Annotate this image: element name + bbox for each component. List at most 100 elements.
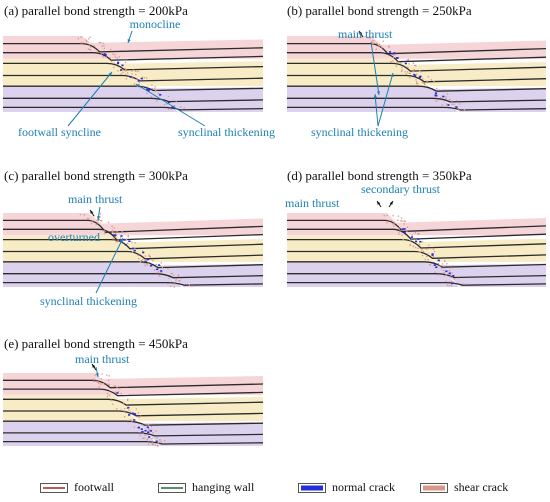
- shear-crack-mark: [420, 71, 422, 73]
- rock-layer: [430, 87, 546, 112]
- shear-crack-mark: [143, 77, 146, 79]
- shear-crack-mark: [97, 219, 99, 222]
- normal-crack-mark: [148, 88, 151, 90]
- shear-crack-mark: [125, 73, 127, 76]
- shear-crack-mark: [445, 273, 447, 276]
- shear-crack-mark: [401, 234, 403, 236]
- shear-crack-mark: [133, 83, 136, 85]
- shear-crack-mark: [438, 274, 440, 276]
- hanging-wall-line-icon: [158, 483, 186, 494]
- shear-crack-mark: [439, 97, 442, 99]
- shear-crack-mark: [450, 274, 452, 276]
- normal-crack-mark: [149, 430, 152, 432]
- shear-crack-mark: [451, 100, 453, 102]
- shear-crack-mark: [425, 248, 428, 250]
- annotation-footwall-syncline: footwall syncline: [18, 125, 101, 139]
- shear-crack-mark: [152, 432, 154, 434]
- panel-title: (c) parallel bond strength = 300kPa: [4, 168, 188, 183]
- normal-crack-mark: [442, 95, 445, 98]
- shear-crack-mark: [422, 82, 424, 84]
- bedding-line: [287, 273, 547, 279]
- shear-crack-mark: [148, 424, 150, 426]
- normal-crack-mark: [116, 62, 120, 65]
- shear-crack-mark: [106, 395, 109, 398]
- shear-crack-mark: [96, 50, 98, 52]
- shear-crack-mark: [99, 220, 102, 222]
- shear-crack-mark: [125, 78, 128, 80]
- normal-crack-mark: [404, 62, 407, 65]
- shear-crack-mark: [127, 421, 129, 423]
- shear-crack-mark: [117, 239, 119, 241]
- shear-crack-mark: [175, 278, 177, 280]
- shear-crack-mark: [98, 382, 100, 384]
- shear-crack-mark: [401, 70, 403, 73]
- normal-crack-mark: [417, 238, 420, 240]
- panel-title: (a) parallel bond strength = 200kPa: [4, 3, 188, 18]
- shear-crack-mark: [427, 248, 429, 250]
- shear-crack-mark: [103, 45, 105, 47]
- normal-crack-mark: [388, 51, 392, 53]
- shear-crack-mark: [114, 56, 117, 58]
- shear-crack-mark: [419, 70, 421, 72]
- shear-crack-mark: [435, 91, 437, 93]
- shear-crack-mark: [136, 86, 139, 88]
- normal-crack-mark: [452, 275, 455, 277]
- shear-crack-mark: [150, 96, 153, 98]
- shear-crack-mark: [170, 285, 172, 287]
- shear-crack-mark: [111, 229, 114, 232]
- shear-crack-mark: [95, 224, 97, 226]
- shear-crack-mark: [446, 263, 448, 265]
- shear-crack-mark: [114, 54, 116, 56]
- shear-crack-mark: [98, 218, 100, 221]
- shear-crack-mark: [409, 72, 412, 74]
- shear-crack-mark: [450, 280, 452, 283]
- bedding-line: [3, 42, 264, 53]
- shear-crack-mark: [138, 258, 140, 260]
- shear-crack-mark: [96, 380, 98, 383]
- shear-crack-mark: [431, 247, 433, 250]
- shear-crack-mark: [101, 373, 103, 375]
- pointer-line: [135, 83, 206, 127]
- shear-crack-mark: [108, 384, 111, 386]
- shear-crack-mark: [138, 81, 140, 84]
- shear-crack-mark: [157, 442, 160, 444]
- normal-crack-mark: [137, 79, 140, 82]
- normal-crack-mark: [147, 258, 150, 261]
- shear-crack-mark: [446, 93, 449, 95]
- normal-crack-mark: [437, 259, 440, 262]
- shear-crack-mark: [151, 437, 153, 440]
- shear-crack-mark: [173, 286, 175, 288]
- normal-crack-mark: [418, 76, 421, 79]
- shear-crack-mark: [86, 40, 88, 43]
- shear-crack-mark: [378, 43, 381, 45]
- normal-crack-mark: [403, 228, 406, 230]
- shear-crack-mark: [400, 62, 402, 64]
- shear-crack-mark: [375, 48, 377, 50]
- shear-crack-mark: [441, 263, 444, 265]
- shear-crack-mark: [142, 250, 144, 252]
- normal-crack-mark: [160, 270, 163, 272]
- shear-crack-mark: [398, 227, 400, 229]
- legend-label: hanging wall: [192, 480, 255, 494]
- shear-crack-mark: [123, 410, 125, 412]
- shear-crack-mark: [127, 398, 129, 400]
- shear-crack-mark: [90, 222, 93, 225]
- shear-crack-mark: [80, 36, 82, 38]
- shear-crack-mark: [167, 268, 169, 270]
- shear-crack-mark: [118, 56, 120, 58]
- shear-crack-mark: [93, 378, 95, 380]
- annotation-monocline: monocline: [130, 17, 181, 31]
- bedding-line: [287, 281, 547, 286]
- normal-crack-mark: [410, 236, 413, 238]
- shear-crack-mark: [135, 70, 137, 72]
- shear-crack-mark: [87, 48, 90, 50]
- shear-crack-mark: [392, 223, 394, 225]
- shear-crack-mark: [371, 40, 373, 42]
- normal-crack-mark: [121, 64, 124, 67]
- normal-crack-mark: [434, 92, 438, 95]
- shear-crack-mark: [131, 241, 133, 243]
- rock-layer: [84, 39, 263, 59]
- bedding-line: [3, 219, 264, 233]
- rock-layer: [3, 261, 182, 287]
- normal-crack-mark: [157, 264, 161, 266]
